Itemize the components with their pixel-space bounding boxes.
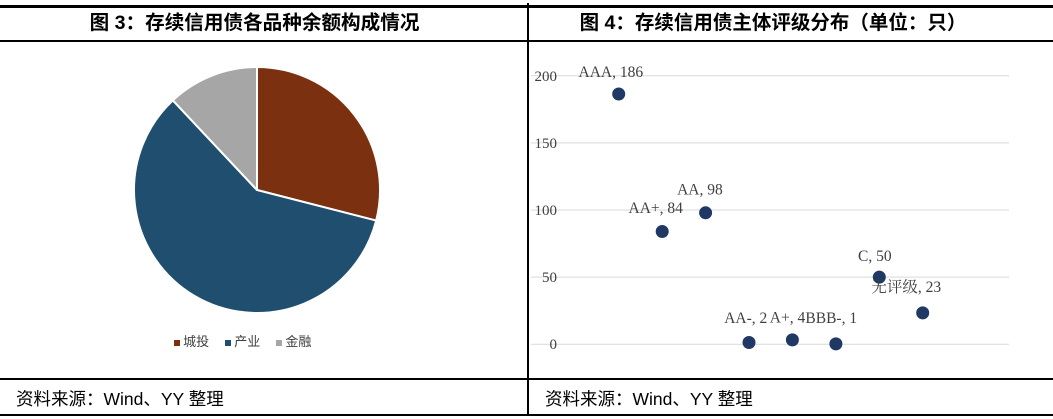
svg-text:200: 200 [535,69,558,85]
svg-text:50: 50 [542,270,557,286]
svg-text:0: 0 [550,337,558,353]
svg-text:C, 50: C, 50 [858,248,892,265]
svg-text:100: 100 [535,203,558,219]
svg-text:AA+, 84: AA+, 84 [629,200,684,217]
svg-text:无评级, 23: 无评级, 23 [871,278,941,296]
svg-text:AAA, 186: AAA, 186 [579,64,644,81]
svg-text:AA, 98: AA, 98 [677,181,723,198]
svg-text:A+, 4: A+, 4 [770,310,806,327]
svg-text:AA-, 2: AA-, 2 [724,310,767,327]
svg-text:BBB-, 1: BBB-, 1 [805,310,857,327]
svg-text:150: 150 [535,136,558,152]
